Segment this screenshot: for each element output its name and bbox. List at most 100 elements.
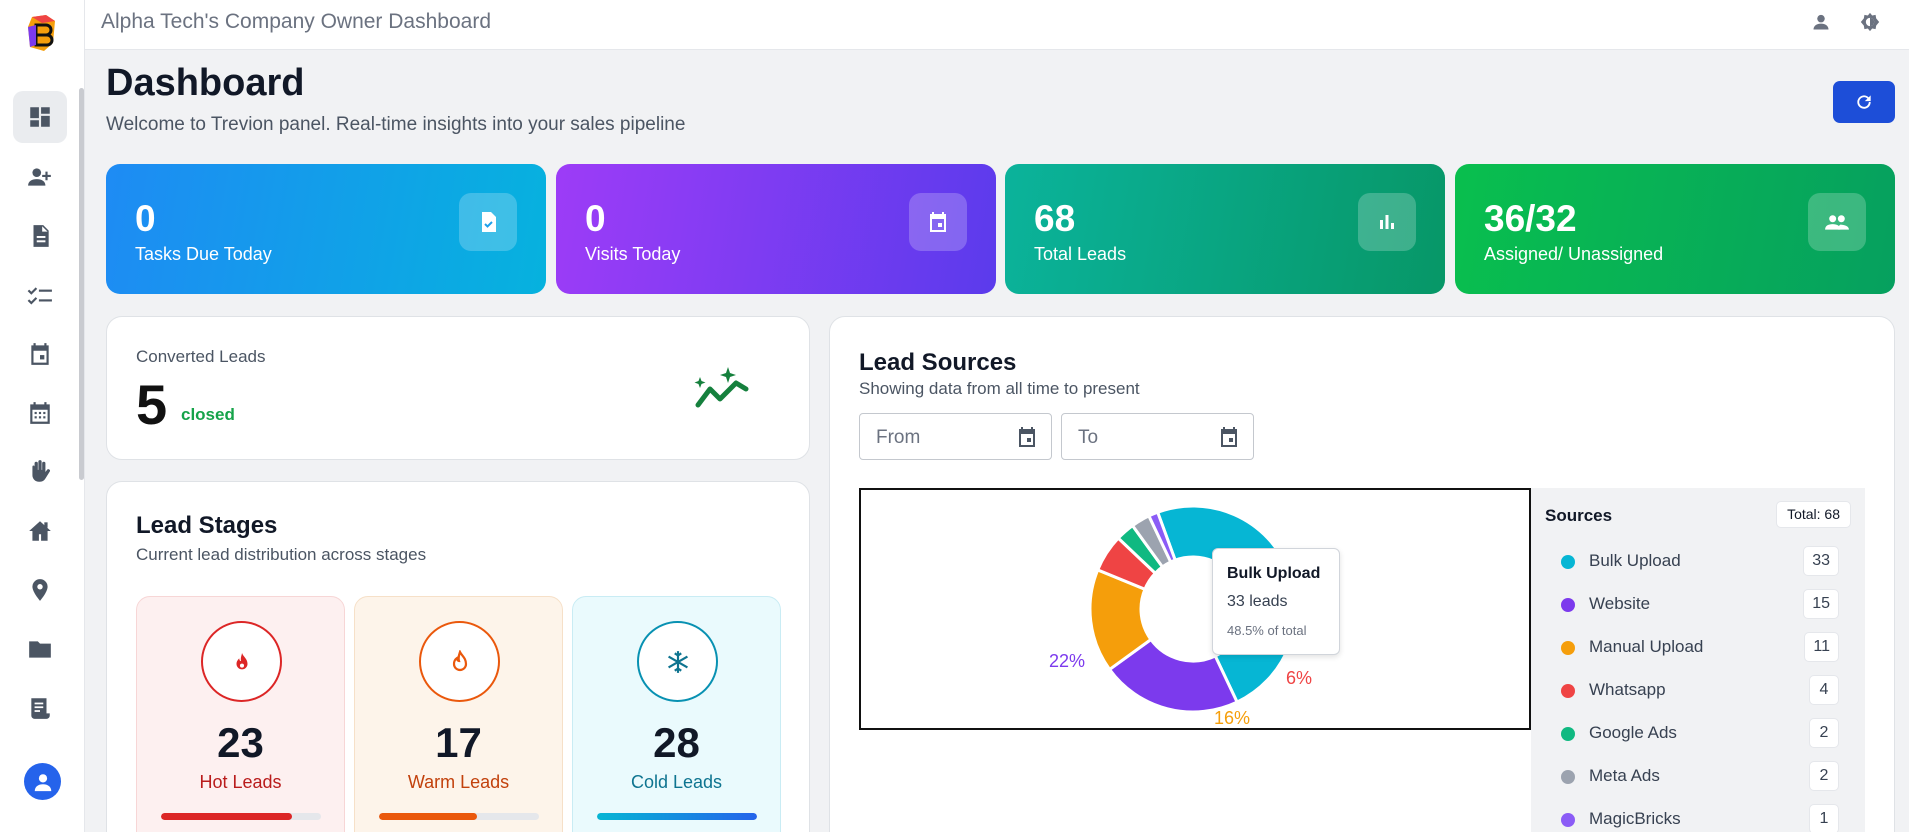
profile-icon[interactable]	[1811, 12, 1831, 32]
legend-count: 15	[1803, 589, 1839, 619]
user-avatar[interactable]	[24, 763, 61, 800]
legend-count: 2	[1809, 718, 1839, 748]
donut-slice-magicbricks[interactable]	[1146, 510, 1178, 565]
donut-chart[interactable]	[861, 490, 1529, 728]
legend-title: Sources	[1545, 506, 1613, 525]
stat-card-total-leads[interactable]: 68 Total Leads	[1005, 164, 1445, 294]
sidebar	[0, 0, 85, 832]
dashboard-icon	[30, 107, 50, 127]
sidebar-item-documents[interactable]	[13, 210, 67, 262]
stage-progress	[379, 813, 539, 820]
stage-progress	[597, 813, 757, 820]
calendar-grid-icon	[30, 402, 50, 424]
page-title: Dashboard	[106, 62, 305, 104]
location-pin-icon	[32, 579, 48, 601]
tooltip-share: 48.5% of total	[1227, 623, 1307, 638]
legend-color-dot	[1561, 770, 1575, 784]
legend-item[interactable]: Website 15	[1561, 589, 1853, 619]
sidebar-item-dashboard[interactable]	[13, 91, 67, 143]
calendar-icon[interactable]	[1015, 425, 1039, 449]
page-subtitle: Welcome to Trevion panel. Real-time insi…	[106, 114, 686, 135]
sources-legend: Sources Total: 68 Bulk Upload 33 Website 15…	[1531, 488, 1865, 832]
company-logo	[28, 15, 55, 51]
legend-label: Meta Ads	[1589, 766, 1660, 785]
group-icon	[1808, 193, 1866, 251]
calendar-icon[interactable]	[1217, 425, 1241, 449]
stage-warm-leads[interactable]: 17 Warm Leads	[354, 596, 563, 832]
to-date-input[interactable]: To	[1061, 413, 1254, 460]
snowflake-icon	[637, 621, 718, 702]
app-title: Alpha Tech's Company Owner Dashboard	[101, 10, 491, 33]
legend-count: 11	[1804, 632, 1839, 662]
add-user-icon	[28, 168, 51, 186]
legend-item[interactable]: Whatsapp 4	[1561, 675, 1853, 705]
top-bar: Alpha Tech's Company Owner Dashboard	[0, 0, 1909, 50]
sidebar-item-properties[interactable]	[13, 505, 67, 557]
legend-count: 4	[1809, 675, 1839, 705]
to-placeholder: To	[1078, 427, 1099, 448]
folder-icon	[29, 641, 51, 658]
sidebar-item-raised-hand[interactable]	[13, 446, 67, 498]
stat-value: 68	[1034, 198, 1076, 239]
lead-sources-chart[interactable]	[859, 488, 1531, 730]
home-icon	[29, 521, 51, 541]
pct-label-website: 22%	[1049, 651, 1086, 671]
legend-item[interactable]: Manual Upload 11	[1561, 632, 1853, 662]
legend-color-dot	[1561, 684, 1575, 698]
stat-label: Total Leads	[1034, 244, 1127, 264]
lead-stages-subtitle: Current lead distribution across stages	[136, 545, 427, 564]
sidebar-item-locations[interactable]	[13, 564, 67, 616]
stage-cold-leads[interactable]: 28 Cold Leads	[572, 596, 781, 832]
stat-value: 0	[135, 198, 156, 239]
hand-icon	[32, 460, 50, 482]
legend-color-dot	[1561, 555, 1575, 569]
checklist-icon	[27, 287, 52, 305]
lead-sources-card: Lead Sources Showing data from all time …	[829, 316, 1895, 832]
receipt-icon	[31, 698, 50, 719]
calendar-icon	[909, 193, 967, 251]
flame-icon	[419, 621, 500, 702]
sidebar-item-calendar[interactable]	[13, 387, 67, 439]
sidebar-item-files[interactable]	[13, 623, 67, 675]
refresh-button[interactable]	[1833, 81, 1895, 123]
stat-card-tasks[interactable]: 0 Tasks Due Today	[106, 164, 546, 294]
converted-label: Converted Leads	[136, 347, 266, 366]
legend-item[interactable]: Google Ads 2	[1561, 718, 1853, 748]
converted-value: 5	[136, 373, 168, 436]
stage-label: Cold Leads	[630, 772, 723, 792]
stage-value: 23	[217, 719, 264, 766]
legend-item[interactable]: Meta Ads 2	[1561, 761, 1853, 791]
fire-icon	[201, 621, 282, 702]
stat-card-visits[interactable]: 0 Visits Today	[556, 164, 996, 294]
stat-label: Tasks Due Today	[135, 244, 272, 264]
sidebar-item-events[interactable]	[13, 328, 67, 380]
stage-progress	[161, 813, 321, 820]
legend-count: 1	[1809, 804, 1839, 832]
stage-label: Warm Leads	[407, 772, 510, 792]
stage-value: 17	[435, 719, 482, 766]
total-badge: Total: 68	[1776, 501, 1851, 528]
stat-value: 0	[585, 198, 606, 239]
donut-slice-website[interactable]	[1107, 637, 1240, 714]
tooltip-name: Bulk Upload	[1227, 565, 1321, 582]
legend-item[interactable]: Bulk Upload 33	[1561, 546, 1853, 576]
sidebar-item-tasks[interactable]	[13, 269, 67, 321]
bar-chart-icon	[1358, 193, 1416, 251]
legend-item[interactable]: MagicBricks 1	[1561, 804, 1853, 832]
stat-card-assignment[interactable]: 36/32 Assigned/ Unassigned	[1455, 164, 1895, 294]
legend-count: 2	[1809, 761, 1839, 791]
legend-label: Whatsapp	[1589, 680, 1666, 699]
tooltip-count: 33 leads	[1227, 593, 1288, 610]
stage-hot-leads[interactable]: 23 Hot Leads	[136, 596, 345, 832]
sidebar-item-add-lead[interactable]	[13, 151, 67, 203]
sidebar-scrollbar[interactable]	[79, 88, 84, 480]
stat-value: 36/32	[1484, 198, 1577, 239]
legend-label: Manual Upload	[1589, 637, 1704, 656]
trend-sparkle-icon	[694, 367, 749, 408]
from-date-input[interactable]: From	[859, 413, 1052, 460]
sidebar-item-receipts[interactable]	[13, 682, 67, 734]
lead-stages-title: Lead Stages	[136, 512, 278, 539]
lead-sources-subtitle: Showing data from all time to present	[859, 379, 1140, 398]
theme-toggle-icon[interactable]	[1860, 12, 1880, 32]
from-placeholder: From	[876, 427, 921, 448]
